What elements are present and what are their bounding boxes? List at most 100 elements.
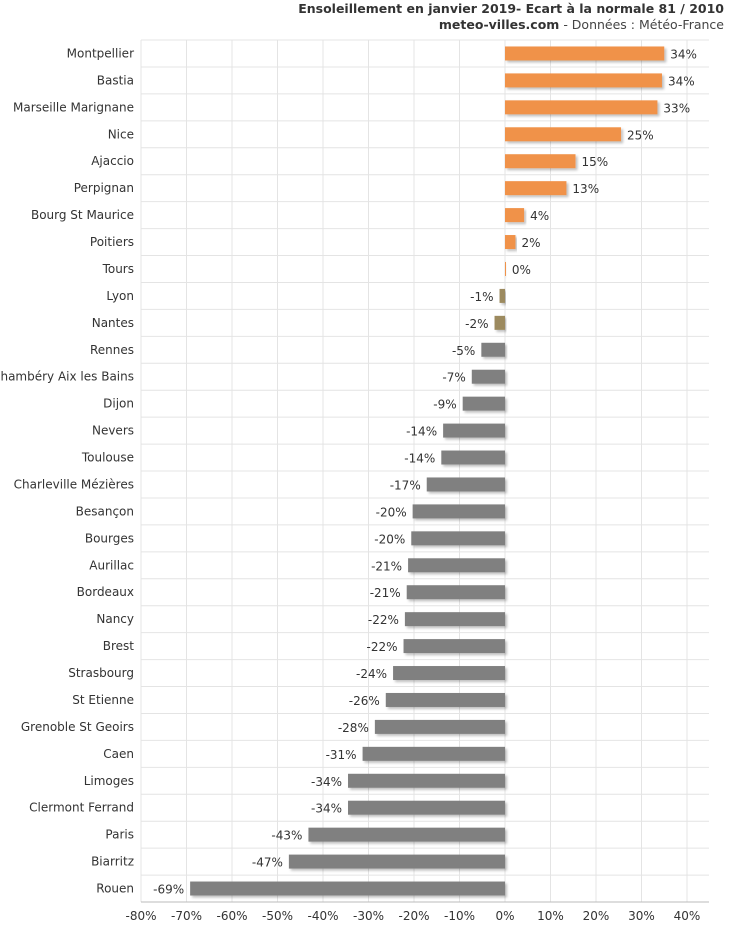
- data-label: -1%: [470, 290, 493, 304]
- category-label: Strasbourg: [68, 666, 134, 680]
- data-label: -20%: [374, 532, 405, 546]
- data-label: -14%: [406, 425, 437, 439]
- x-tick-label: -60%: [216, 909, 247, 923]
- x-tick-label: -20%: [398, 909, 429, 923]
- category-label: Bastia: [97, 73, 134, 87]
- data-bar: [412, 504, 505, 519]
- data-label: 4%: [530, 209, 549, 223]
- data-bar: [505, 181, 567, 196]
- x-tick-label: -40%: [307, 909, 338, 923]
- source-credit: - Données : Météo-France: [559, 17, 724, 32]
- data-label: -5%: [452, 344, 475, 358]
- category-label: Bourg St Maurice: [31, 208, 134, 222]
- data-label: 13%: [572, 182, 599, 196]
- data-label: 34%: [668, 74, 695, 88]
- x-tick-label: 0%: [495, 909, 514, 923]
- data-bar: [190, 881, 505, 896]
- category-label: Nevers: [92, 424, 134, 438]
- category-label: Rennes: [90, 343, 134, 357]
- data-bar: [406, 585, 505, 600]
- data-label: -20%: [376, 505, 407, 519]
- data-label: -22%: [368, 613, 399, 627]
- data-bar: [505, 261, 506, 276]
- category-label: Paris: [105, 828, 134, 842]
- category-label: Brest: [103, 639, 135, 653]
- data-bar: [505, 73, 662, 88]
- data-label: 34%: [670, 47, 697, 61]
- category-label: Perpignan: [74, 181, 134, 195]
- category-label: St Etienne: [72, 693, 134, 707]
- data-bar: [471, 369, 505, 384]
- data-label: -34%: [311, 802, 342, 816]
- x-tick-label: -30%: [353, 909, 384, 923]
- category-label: Toulouse: [81, 451, 134, 465]
- category-label: Nancy: [96, 612, 134, 626]
- data-label: -47%: [252, 856, 283, 870]
- x-tick-label: -80%: [125, 909, 156, 923]
- data-bar: [494, 315, 505, 330]
- x-tick-label: 40%: [674, 909, 701, 923]
- data-bar: [505, 208, 525, 223]
- data-bar: [505, 154, 576, 169]
- data-label: -14%: [404, 452, 435, 466]
- data-label: -34%: [311, 775, 342, 789]
- category-label: Chambéry Aix les Bains: [0, 370, 134, 384]
- data-label: 15%: [582, 155, 609, 169]
- category-label: Nice: [108, 127, 134, 141]
- data-label: -43%: [271, 829, 302, 843]
- category-label: Tours: [102, 262, 134, 276]
- category-label: Besançon: [76, 504, 134, 518]
- data-label: 2%: [521, 236, 540, 250]
- category-label: Caen: [103, 747, 134, 761]
- category-label: Bourges: [85, 531, 134, 545]
- category-label: Aurillac: [89, 558, 134, 572]
- chart-title: Ensoleillement en janvier 2019- Ecart à …: [298, 1, 724, 16]
- data-label: -24%: [356, 667, 387, 681]
- data-bar: [348, 773, 505, 788]
- x-tick-label: 10%: [537, 909, 564, 923]
- category-label: Biarritz: [91, 855, 134, 869]
- data-label: -2%: [465, 317, 488, 331]
- data-bar: [499, 288, 505, 303]
- data-bar: [288, 854, 505, 869]
- data-label: 0%: [512, 263, 531, 277]
- data-label: 33%: [663, 101, 690, 115]
- category-label: Clermont Ferrand: [29, 801, 134, 815]
- data-bar: [505, 46, 665, 61]
- source-site: meteo-villes.com: [438, 17, 560, 32]
- data-bar: [408, 558, 505, 573]
- category-label: Montpellier: [67, 46, 134, 60]
- x-tick-label: 20%: [583, 909, 610, 923]
- x-tick-label: 30%: [628, 909, 655, 923]
- data-bar: [393, 666, 505, 681]
- category-label: Rouen: [96, 882, 134, 896]
- x-tick-label: -50%: [262, 909, 293, 923]
- data-label: -21%: [371, 559, 402, 573]
- data-bar: [411, 531, 505, 546]
- data-bar: [385, 692, 505, 707]
- x-tick-label: -70%: [171, 909, 202, 923]
- data-bar: [505, 100, 658, 115]
- data-label: -17%: [390, 478, 421, 492]
- data-bar: [362, 746, 505, 761]
- data-bar: [404, 612, 505, 627]
- category-label: Dijon: [103, 397, 134, 411]
- data-label: -21%: [370, 586, 401, 600]
- category-label: Bordeaux: [77, 585, 134, 599]
- chart-subtitle: meteo-villes.com - Données : Météo-Franc…: [298, 17, 724, 33]
- category-label: Charleville Mézières: [14, 477, 134, 491]
- data-bar: [441, 450, 505, 465]
- data-bar: [403, 639, 505, 654]
- data-bar: [481, 342, 505, 357]
- chart-header: Ensoleillement en janvier 2019- Ecart à …: [298, 1, 724, 33]
- data-bar: [443, 423, 505, 438]
- data-label: -31%: [326, 748, 357, 762]
- category-label: Nantes: [92, 316, 134, 330]
- category-label: Grenoble St Geoirs: [21, 720, 134, 734]
- data-label: -22%: [367, 640, 398, 654]
- data-bar: [426, 477, 505, 492]
- data-label: -69%: [153, 883, 184, 897]
- x-tick-label: -10%: [444, 909, 475, 923]
- data-bar: [348, 800, 505, 815]
